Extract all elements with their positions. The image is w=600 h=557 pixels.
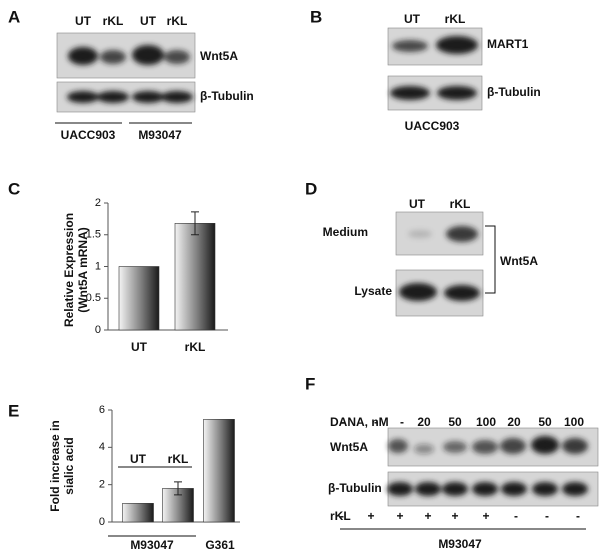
treatment-sign: + bbox=[367, 509, 374, 523]
band-label: Wnt5A bbox=[200, 49, 238, 63]
bar bbox=[122, 503, 154, 523]
panel-label: D bbox=[305, 179, 317, 198]
cell-line: M93047 bbox=[438, 537, 482, 551]
panel-b: B UT rKL MART1 β-Tubulin UACC903 bbox=[310, 7, 541, 133]
y-tick-label: 1.5 bbox=[86, 229, 101, 241]
band-label: Wnt5A bbox=[330, 440, 368, 454]
panel-e: E bbox=[8, 401, 196, 537]
x-tick-label: UT bbox=[131, 340, 148, 354]
y-tick-label: 6 bbox=[99, 404, 105, 416]
bar bbox=[203, 419, 235, 523]
treatment-sign: - bbox=[514, 509, 518, 523]
lane-label: rKL bbox=[445, 12, 466, 26]
dose-label: 20 bbox=[417, 415, 431, 429]
cell-line: M93047 bbox=[138, 128, 182, 142]
y-tick-label: 0 bbox=[99, 516, 105, 528]
y-tick-label: 0 bbox=[95, 324, 101, 336]
y-tick-label: 2 bbox=[99, 479, 105, 491]
treatment-sign: - bbox=[545, 509, 549, 523]
fraction-label: Lysate bbox=[354, 284, 392, 298]
panel-c: C bbox=[8, 179, 20, 198]
dose-label: 50 bbox=[448, 415, 462, 429]
treatment-sign: + bbox=[451, 509, 458, 523]
treatment-sign: - bbox=[340, 509, 344, 523]
treatment-sign: + bbox=[396, 509, 403, 523]
panel-label: C bbox=[8, 179, 20, 198]
band-label: MART1 bbox=[487, 37, 529, 51]
x-tick-label: rKL bbox=[185, 340, 206, 354]
dose-label: - bbox=[374, 415, 378, 429]
bands bbox=[399, 226, 480, 301]
x-tick-label: UT bbox=[130, 452, 147, 466]
dose-label: 20 bbox=[507, 415, 521, 429]
group-label: G361 bbox=[205, 538, 235, 552]
y-axis-label: sialic acid bbox=[62, 437, 76, 494]
y-tick-label: 2 bbox=[95, 197, 101, 209]
dose-label: 100 bbox=[476, 415, 496, 429]
lane-label: UT bbox=[409, 197, 426, 211]
band-label: β-Tubulin bbox=[200, 89, 254, 103]
lane-label: rKL bbox=[450, 197, 471, 211]
group-label: M93047 bbox=[130, 538, 174, 552]
treatment-sign: + bbox=[482, 509, 489, 523]
bands bbox=[67, 45, 193, 103]
y-tick-label: 4 bbox=[99, 441, 105, 453]
row-label: DANA, nM bbox=[330, 415, 389, 429]
lane-label: rKL bbox=[167, 14, 188, 28]
band-label: β-Tubulin bbox=[487, 85, 541, 99]
bar bbox=[118, 266, 160, 331]
fraction-label: Medium bbox=[323, 225, 368, 239]
band-label: Wnt5A bbox=[500, 254, 538, 268]
bands bbox=[387, 436, 588, 496]
y-tick-label: 0.5 bbox=[86, 292, 101, 304]
x-tick-label: rKL bbox=[168, 452, 189, 466]
lane-label: UT bbox=[140, 14, 157, 28]
band-label: β-Tubulin bbox=[328, 481, 382, 495]
dose-label: 100 bbox=[564, 415, 584, 429]
treatment-sign: + bbox=[424, 509, 431, 523]
panel-f: F DANA, nM Wnt5A β-Tubulin rKL M93047 bbox=[305, 374, 599, 551]
lane-label: UT bbox=[404, 12, 421, 26]
panel-label: F bbox=[305, 374, 315, 393]
y-axis-label: (Wnt5A mRNA) bbox=[76, 227, 90, 313]
cell-line: UACC903 bbox=[405, 119, 460, 133]
y-axis-label: Fold increase in bbox=[48, 420, 62, 511]
y-tick-label: 1 bbox=[95, 260, 101, 272]
panel-label: B bbox=[310, 7, 322, 26]
error-bar bbox=[191, 211, 199, 236]
bands bbox=[390, 36, 478, 100]
dose-label: - bbox=[341, 415, 345, 429]
panel-d: D UT rKL Medium Lysate Wnt5A bbox=[305, 179, 538, 317]
row-label: rKL bbox=[330, 509, 351, 523]
panel-label: E bbox=[8, 401, 19, 420]
dose-label: 50 bbox=[538, 415, 552, 429]
treatment-sign: - bbox=[576, 509, 580, 523]
dose-label: - bbox=[400, 415, 404, 429]
panel-label: A bbox=[8, 7, 20, 26]
bar bbox=[174, 223, 216, 331]
cell-line: UACC903 bbox=[61, 128, 116, 142]
y-axis-label: Relative Expression bbox=[62, 213, 76, 327]
lane-label: rKL bbox=[103, 14, 124, 28]
lane-label: UT bbox=[75, 14, 92, 28]
error-bar bbox=[174, 481, 182, 496]
panel-a: A UT rKL UT rKL Wnt5A β-Tubulin UACC903 … bbox=[8, 7, 254, 142]
